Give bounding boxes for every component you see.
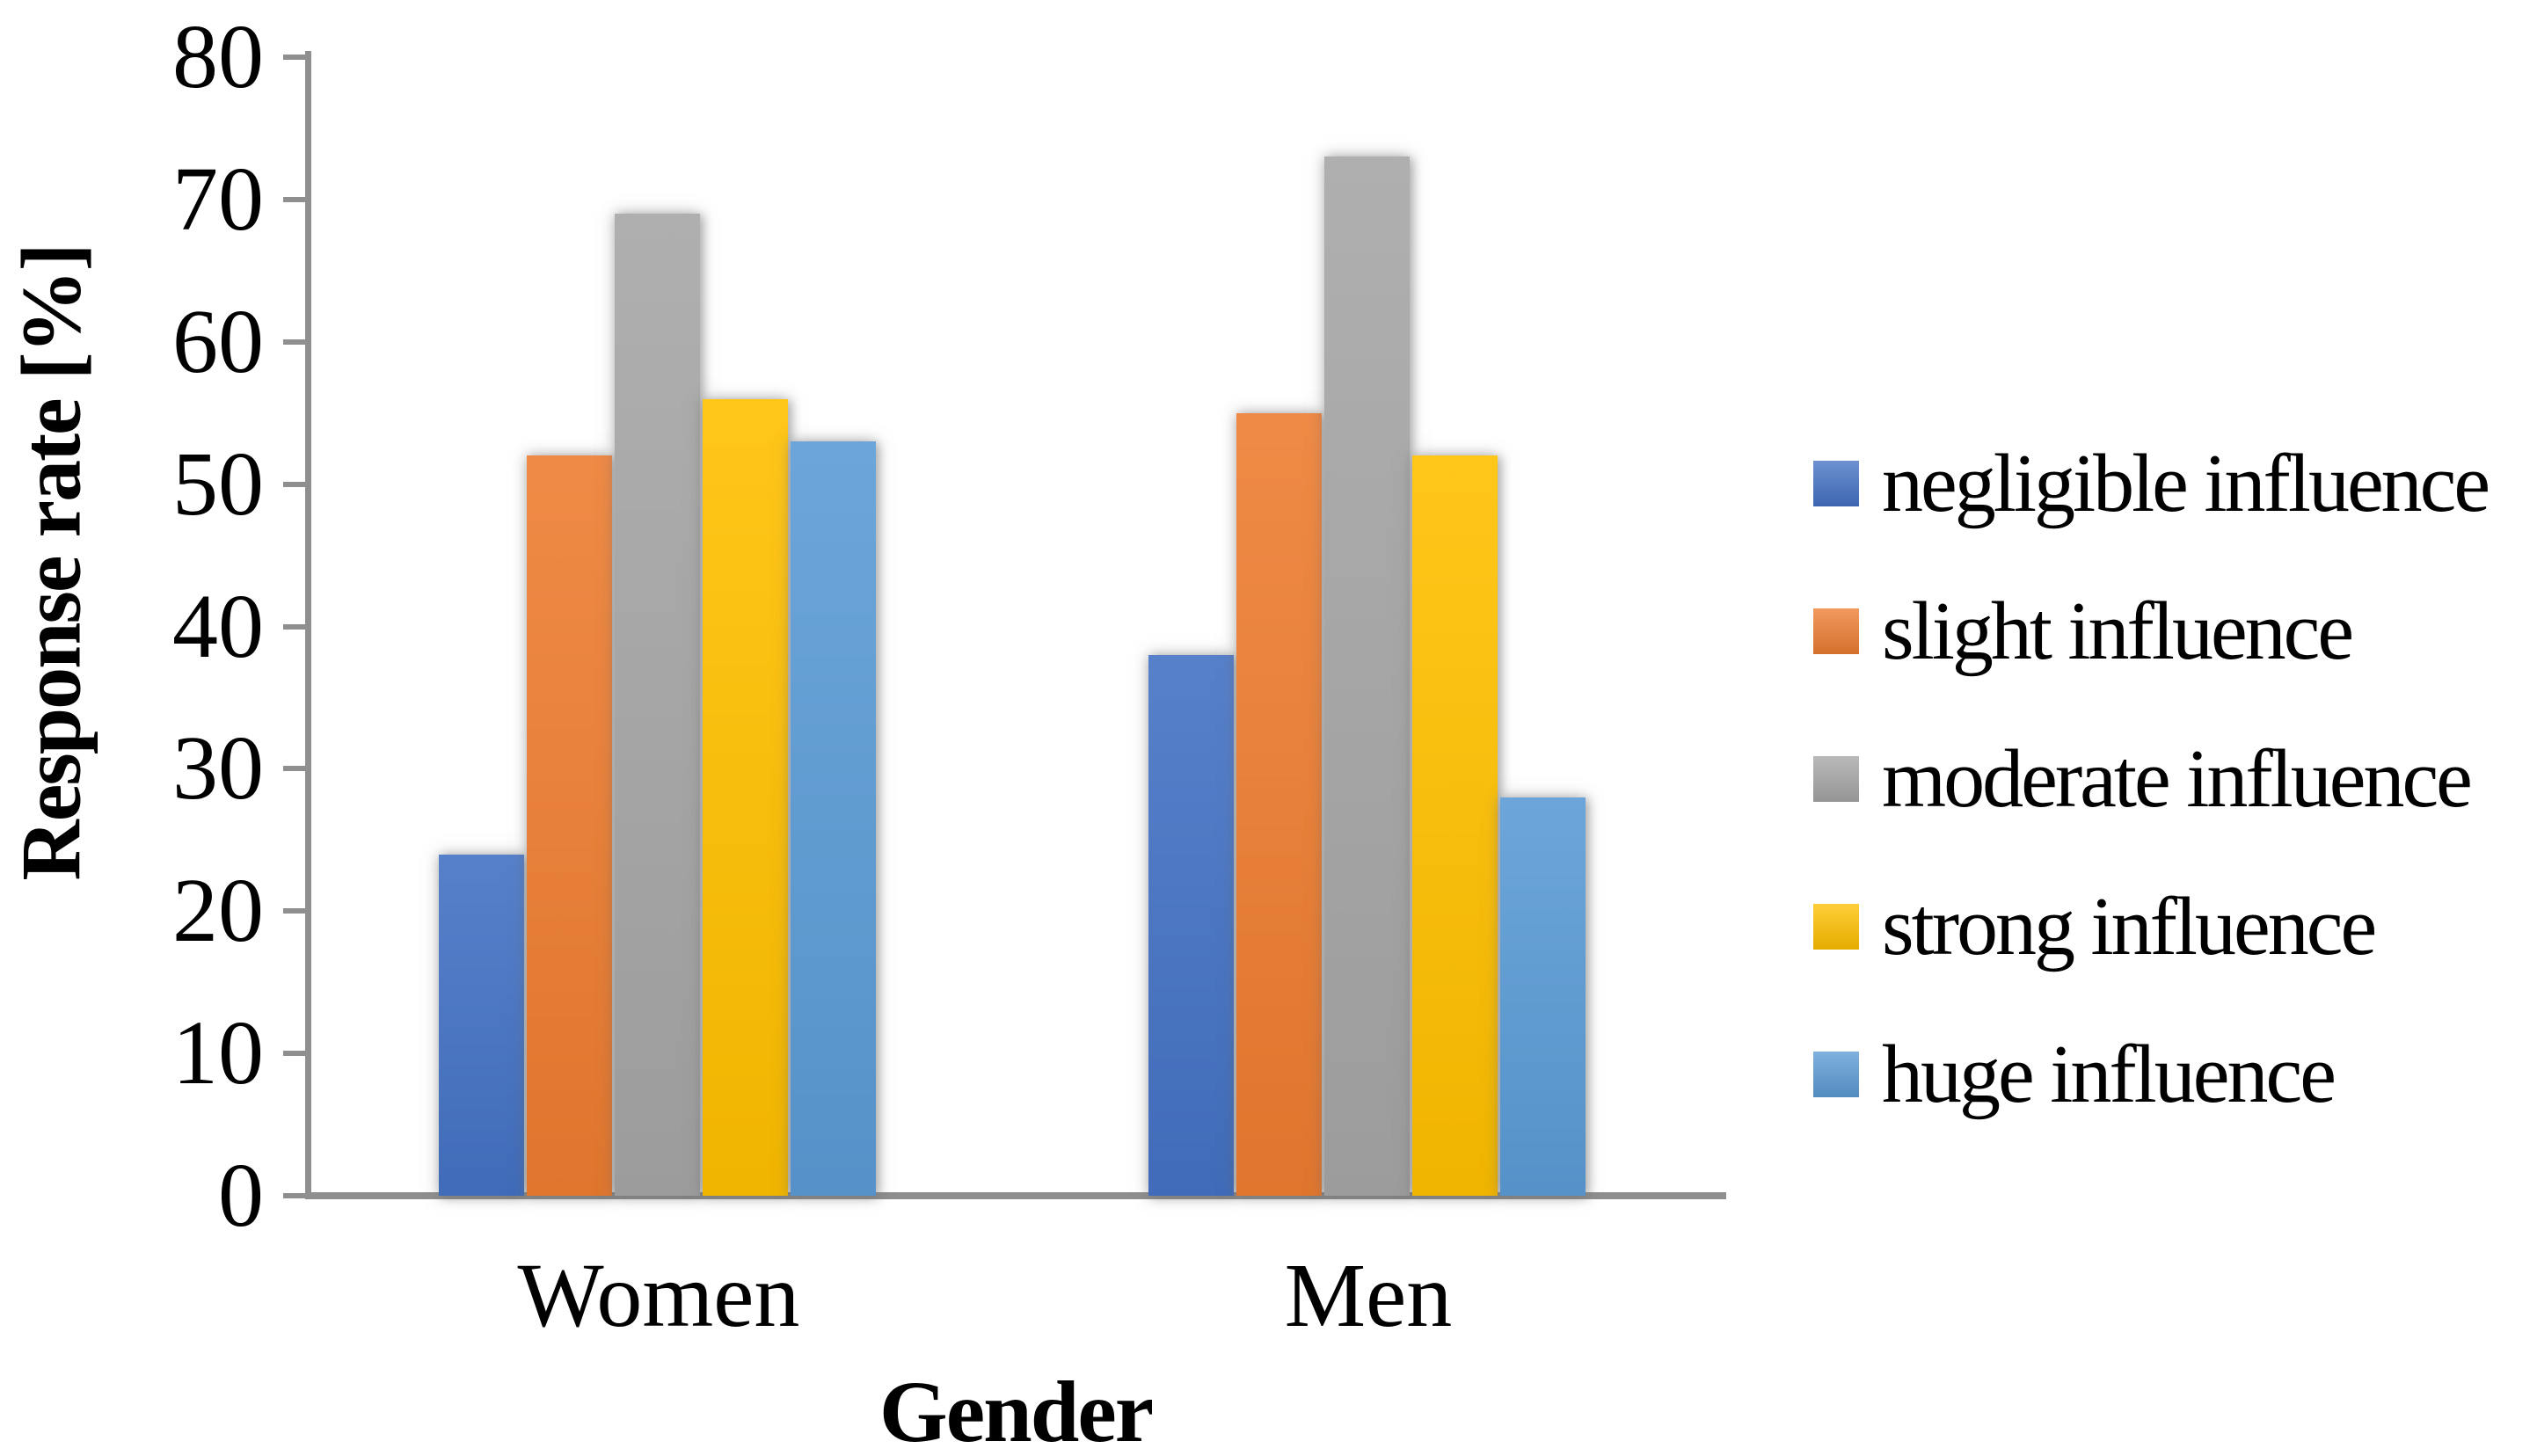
category-label-women: Women: [517, 1245, 800, 1346]
bar-women-huge-influence: [791, 441, 876, 1196]
legend-item-huge-influence: huge influence: [1813, 1026, 2337, 1123]
legend-swatch-gradient: [1813, 756, 1859, 802]
bar-men-negligible-influence: [1148, 654, 1234, 1196]
legend-label: moderate influence: [1882, 733, 2473, 825]
y-tick-label: 80: [172, 6, 264, 107]
y-tick: [283, 1051, 305, 1057]
bar-men-slight-influence: [1236, 412, 1322, 1196]
y-tick-label: 20: [172, 860, 264, 962]
legend-item-moderate-influence: moderate influence: [1813, 731, 2473, 827]
legend-swatch-gradient: [1813, 1052, 1859, 1097]
y-tick-label: 30: [172, 717, 264, 819]
legend-label: slight influence: [1882, 586, 2354, 677]
legend-swatch: [1813, 461, 1859, 506]
y-tick-label: 60: [172, 290, 264, 392]
y-tick: [283, 481, 305, 487]
y-tick: [283, 623, 305, 630]
y-tick-label: 70: [172, 148, 264, 250]
y-tick-label: 40: [172, 575, 264, 677]
y-tick-label: 50: [172, 433, 264, 535]
x-axis-line: [305, 1192, 1726, 1199]
legend-swatch-gradient: [1813, 461, 1859, 506]
bar-men-moderate-influence: [1324, 157, 1410, 1196]
legend-swatch: [1813, 1052, 1859, 1097]
bar-women-moderate-influence: [615, 214, 700, 1196]
bar-gradient-overlay: [1500, 797, 1586, 1196]
legend-label: strong influence: [1882, 881, 2377, 972]
legend-item-strong-influence: strong influence: [1813, 878, 2377, 975]
bar-gradient-overlay: [791, 441, 876, 1196]
y-tick: [283, 55, 305, 60]
bar-gradient-overlay: [439, 854, 524, 1196]
bar-gradient-overlay: [703, 398, 788, 1196]
y-tick-label: 10: [172, 1002, 264, 1104]
y-tick-label: 0: [218, 1145, 264, 1246]
category-label-men: Men: [1284, 1245, 1453, 1346]
y-tick: [283, 339, 305, 345]
y-tick: [283, 766, 305, 772]
y-axis-line: [305, 51, 311, 1199]
bar-gradient-overlay: [527, 455, 612, 1196]
bar-gradient-overlay: [1148, 654, 1234, 1196]
bar-men-strong-influence: [1412, 455, 1498, 1196]
bar-men-huge-influence: [1500, 797, 1586, 1196]
legend-swatch: [1813, 608, 1859, 654]
y-tick: [283, 908, 305, 914]
x-axis-title: Gender: [878, 1363, 1154, 1456]
legend-label: negligible influence: [1882, 438, 2490, 529]
y-tick: [283, 1193, 305, 1198]
legend-swatch: [1813, 756, 1859, 802]
bar-women-strong-influence: [703, 398, 788, 1196]
bar-gradient-overlay: [615, 214, 700, 1196]
legend-item-slight-influence: slight influence: [1813, 583, 2354, 680]
legend-label: huge influence: [1882, 1029, 2337, 1120]
legend-swatch-gradient: [1813, 608, 1859, 654]
bar-gradient-overlay: [1324, 157, 1410, 1196]
legend-swatch: [1813, 904, 1859, 950]
bar-women-slight-influence: [527, 455, 612, 1196]
bar-gradient-overlay: [1236, 412, 1322, 1196]
legend-item-negligible-influence: negligible influence: [1813, 435, 2490, 532]
bar-women-negligible-influence: [439, 854, 524, 1196]
legend-swatch-gradient: [1813, 904, 1859, 950]
y-tick: [283, 196, 305, 202]
bar-gradient-overlay: [1412, 455, 1498, 1196]
